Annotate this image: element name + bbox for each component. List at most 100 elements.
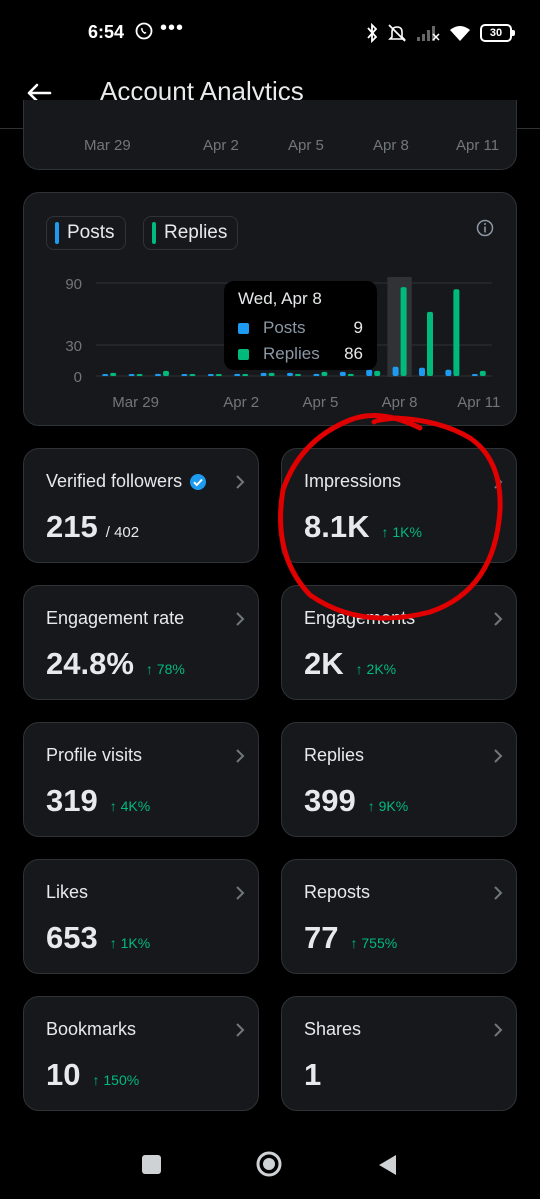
replies-bar[interactable] [374, 370, 381, 376]
axis-label: Apr 8 [373, 137, 409, 154]
stat-value-text: 24.8% [46, 646, 134, 681]
stat-value: 24.8% ↑ 78% [46, 646, 185, 682]
stat-replies[interactable]: Replies 399 ↑ 9K% [281, 722, 517, 837]
axis-label: Apr 5 [288, 137, 324, 154]
posts-bar[interactable] [128, 374, 135, 376]
nav-back-button[interactable] [376, 1153, 398, 1177]
posts-bar[interactable] [234, 373, 241, 376]
stat-change: ↑ 1K% [381, 524, 422, 540]
verified-badge-icon [190, 473, 207, 490]
posts-bar[interactable] [366, 369, 373, 376]
posts-bar[interactable] [260, 372, 267, 376]
replies-bar[interactable] [400, 287, 407, 376]
stat-value: 319 ↑ 4K% [46, 783, 150, 819]
info-icon[interactable] [476, 219, 494, 237]
status-time: 6:54 [88, 22, 125, 42]
stat-change: ↑ 4K% [109, 798, 151, 814]
posts-bar[interactable] [287, 372, 293, 376]
tooltip-title: Wed, Apr 8 [238, 289, 322, 308]
home-button[interactable] [256, 1151, 282, 1177]
posts-bar[interactable] [155, 373, 161, 376]
stat-value-text: 77 [304, 920, 339, 955]
tooltip-replies-value: 86 [344, 344, 363, 363]
stat-label: Profile visits [46, 745, 143, 765]
stat-label: Likes [46, 882, 89, 902]
y-tick-label: 90 [65, 276, 82, 293]
posts-bar[interactable] [445, 369, 452, 376]
axis-label: Apr 11 [456, 137, 500, 154]
replies-bar[interactable] [110, 372, 117, 376]
posts-bar[interactable] [181, 374, 188, 376]
whatsapp-icon [135, 22, 153, 40]
axis-label: Mar 29 [84, 137, 131, 154]
stat-shares[interactable]: Shares 1 [281, 996, 517, 1111]
tooltip-posts-label: Posts [263, 318, 306, 337]
x-tick-label: Apr 2 [223, 394, 259, 411]
posts-bar[interactable] [419, 367, 425, 376]
replies-bar[interactable] [427, 311, 433, 376]
replies-bar[interactable] [268, 372, 275, 376]
stat-value-text: 399 [304, 783, 356, 818]
replies-bar[interactable] [136, 374, 143, 376]
chevron-right-icon [494, 475, 503, 489]
replies-bar[interactable] [347, 373, 354, 376]
stat-label: Shares [304, 1019, 362, 1039]
bar-chart[interactable]: 0 30 90 Mar 29 Apr 2 Apr 5 Apr 8 Apr 11 [0, 0, 540, 430]
posts-bar[interactable] [102, 374, 109, 376]
replies-bar[interactable] [215, 374, 222, 376]
posts-bar[interactable] [471, 374, 478, 376]
stat-bookmarks[interactable]: Bookmarks 10 ↑ 150% [23, 996, 259, 1111]
stat-change: ↑ 150% [92, 1072, 140, 1088]
stat-label: Engagements [304, 608, 416, 628]
legend-replies[interactable]: Replies [143, 216, 239, 250]
stat-value: 215 / 402 [46, 509, 139, 545]
legend-replies-label: Replies [164, 222, 228, 243]
replies-bar[interactable] [189, 374, 196, 376]
chart-tooltip: Wed, Apr 8 Posts 9 Replies 86 [224, 281, 377, 370]
replies-bar[interactable] [295, 374, 301, 376]
posts-bar[interactable] [313, 373, 320, 376]
replies-bar[interactable] [321, 371, 328, 376]
y-tick-label: 30 [65, 338, 82, 355]
y-tick-label: 0 [74, 369, 82, 386]
x-tick-label: Apr 8 [382, 394, 418, 411]
stat-likes[interactable]: Likes 653 ↑ 1K% [23, 859, 259, 974]
legend-posts[interactable]: Posts [46, 216, 126, 250]
battery-icon: 30 [480, 24, 515, 42]
posts-replies-chart-card: Posts Replies [23, 192, 517, 426]
tooltip-replies-swatch [238, 348, 249, 360]
posts-bar[interactable] [392, 366, 399, 376]
stat-engagement-rate[interactable]: Engagement rate 24.8% ↑ 78% [23, 585, 259, 700]
replies-bar[interactable] [163, 370, 169, 376]
signal-icon [417, 26, 440, 41]
stat-reposts[interactable]: Reposts 77 ↑ 755% [281, 859, 517, 974]
replies-bar[interactable] [453, 289, 460, 376]
more-notifications-icon: ••• [160, 17, 185, 39]
back-arrow-icon[interactable] [24, 78, 54, 108]
follower-chart-card: Mar 29 Apr 2 Apr 5 Apr 8 Apr 11 [23, 100, 517, 170]
stat-verified-followers[interactable]: Verified followers 215 / 402 [23, 448, 259, 563]
x-tick-label: Apr 5 [302, 394, 338, 411]
x-tick-label: Apr 11 [457, 394, 500, 411]
tooltip-posts-value: 9 [353, 318, 363, 337]
stat-value: 1 [304, 1057, 321, 1093]
stat-engagements[interactable]: Engagements 2K ↑ 2K% [281, 585, 517, 700]
axis-label: Apr 2 [203, 137, 239, 154]
stat-value-text: 8.1K [304, 509, 370, 544]
posts-bar[interactable] [207, 374, 214, 376]
stat-value-text: 2K [304, 646, 344, 681]
stat-impressions[interactable]: Impressions 8.1K ↑ 1K% [281, 448, 517, 563]
replies-bar[interactable] [242, 374, 249, 376]
tooltip-posts-swatch [238, 322, 249, 334]
recents-button[interactable] [142, 1155, 161, 1174]
highlight-column [387, 277, 412, 377]
posts-bar[interactable] [339, 371, 346, 376]
stat-label: Reposts [304, 882, 371, 902]
posts-swatch [55, 222, 59, 244]
x-tick-label: Mar 29 [112, 394, 159, 411]
stat-value-text: 319 [46, 783, 98, 818]
replies-bar[interactable] [479, 370, 486, 376]
stat-profile-visits[interactable]: Profile visits 319 ↑ 4K% [23, 722, 259, 837]
stat-value-text: 653 [46, 920, 98, 955]
replies-swatch [152, 222, 156, 244]
